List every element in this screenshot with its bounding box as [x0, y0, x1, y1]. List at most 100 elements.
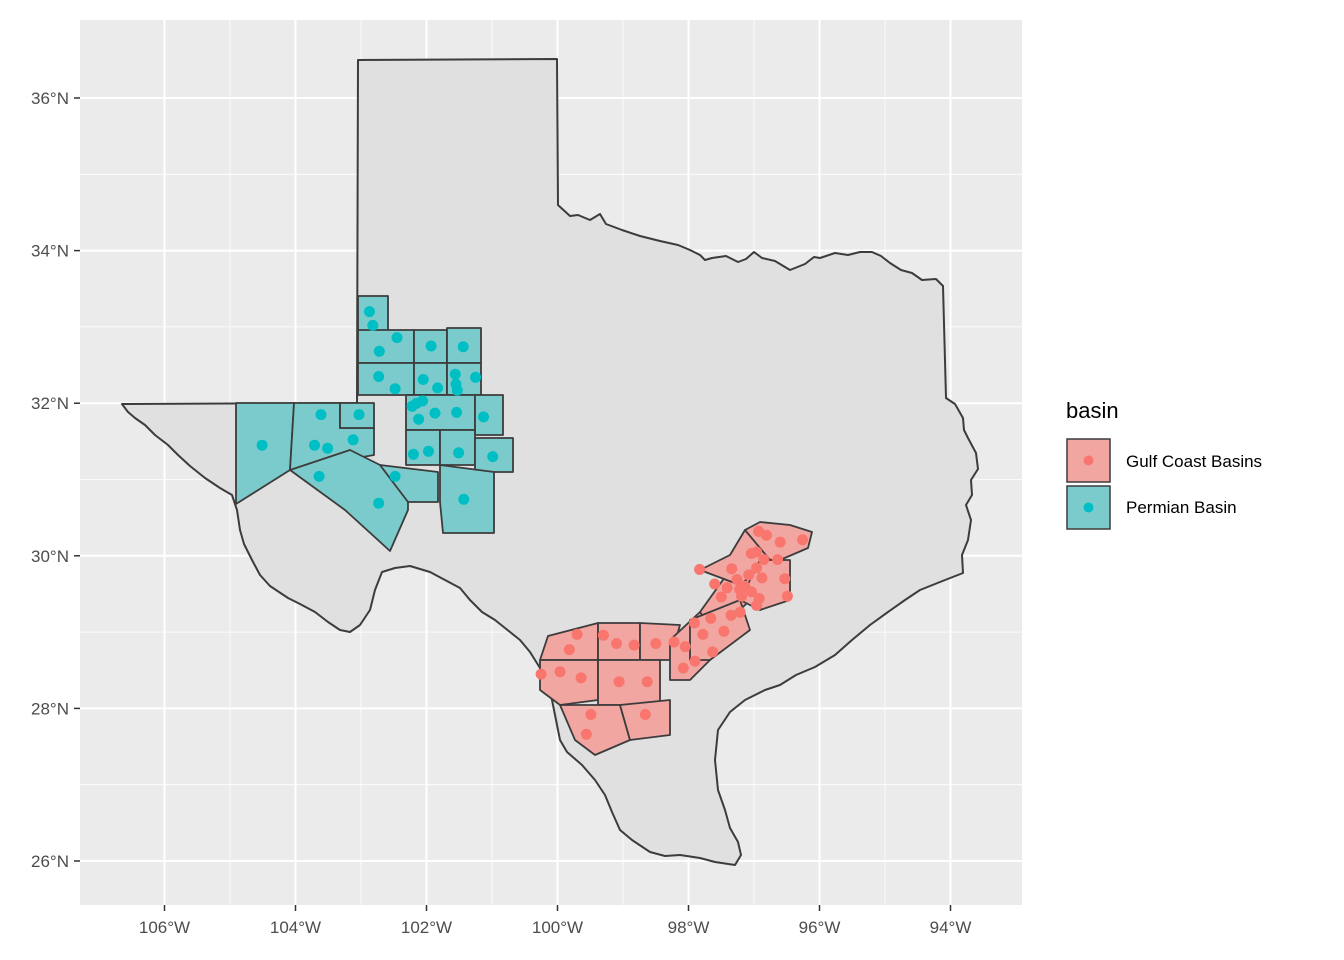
- data-point-gulf-coast: [575, 672, 587, 684]
- data-point-gulf-coast: [779, 573, 791, 585]
- data-point-gulf-coast: [753, 593, 765, 604]
- data-point-gulf-coast: [563, 644, 575, 656]
- data-point-gulf-coast: [668, 636, 680, 648]
- data-point-gulf-coast: [689, 655, 701, 667]
- data-point-permian: [315, 409, 327, 421]
- data-point-permian: [373, 371, 385, 382]
- data-point-permian: [389, 470, 401, 482]
- legend: basin Gulf Coast Basins Permian Basin: [1066, 398, 1262, 530]
- data-point-permian: [429, 407, 441, 419]
- y-tick-label: 26°N: [31, 852, 69, 871]
- data-point-gulf-coast: [613, 676, 625, 688]
- data-point-permian: [451, 406, 463, 418]
- data-point-gulf-coast: [726, 563, 738, 575]
- data-point-permian: [322, 442, 334, 454]
- data-point-permian: [417, 395, 429, 407]
- data-point-permian: [364, 306, 375, 318]
- data-point-gulf-coast: [571, 628, 583, 640]
- data-point-permian: [391, 332, 403, 344]
- data-point-permian: [417, 374, 429, 385]
- data-point-gulf-coast: [580, 728, 592, 740]
- y-tick-label: 28°N: [31, 699, 69, 718]
- data-point-permian: [453, 447, 465, 459]
- data-point-permian: [449, 368, 461, 380]
- data-point-permian: [309, 439, 320, 451]
- data-point-gulf-coast: [694, 564, 706, 575]
- axes: 106°W 104°W 102°W 100°W 98°W 96°W 94°W 26°N 28°N…: [31, 89, 971, 937]
- data-point-gulf-coast: [756, 572, 768, 584]
- data-point-gulf-coast: [688, 617, 700, 629]
- data-point-gulf-coast: [715, 591, 727, 603]
- data-point-gulf-coast: [709, 578, 721, 590]
- data-point-permian: [353, 409, 365, 421]
- state-outline: [121, 58, 979, 866]
- data-point-gulf-coast: [725, 609, 737, 621]
- data-point-permian: [432, 382, 444, 394]
- data-point-gulf-coast: [677, 662, 689, 674]
- legend-title: basin: [1066, 398, 1119, 423]
- data-point-permian: [367, 319, 379, 331]
- county-permian: [405, 429, 441, 466]
- county-permian: [357, 362, 415, 396]
- county-gulf-coast: [619, 699, 671, 741]
- data-points: [256, 306, 808, 740]
- data-point-gulf-coast: [745, 548, 757, 559]
- data-point-permian: [478, 411, 489, 423]
- data-point-permian: [451, 384, 463, 396]
- data-point-gulf-coast: [650, 638, 662, 649]
- data-point-permian: [458, 493, 470, 505]
- data-point-permian: [347, 434, 359, 446]
- legend-label-permian: Permian Basin: [1126, 498, 1237, 517]
- data-point-gulf-coast: [758, 554, 770, 566]
- x-tick-label: 102°W: [401, 918, 452, 937]
- data-point-permian: [413, 413, 425, 425]
- county-permian: [474, 394, 504, 436]
- data-point-permian: [313, 470, 325, 482]
- data-point-permian: [407, 448, 419, 460]
- legend-key-permian: Permian Basin: [1066, 485, 1237, 530]
- x-tick-label: 94°W: [930, 918, 972, 937]
- data-point-permian: [256, 439, 268, 451]
- data-point-gulf-coast: [781, 590, 793, 602]
- y-tick-label: 32°N: [31, 394, 69, 413]
- data-point-gulf-coast: [751, 562, 763, 574]
- data-point-permian: [423, 445, 434, 457]
- data-point-gulf-coast: [731, 574, 743, 585]
- data-point-gulf-coast: [697, 628, 709, 640]
- county-permian: [357, 329, 415, 364]
- data-point-permian: [425, 340, 437, 352]
- data-point-gulf-coast: [597, 629, 609, 641]
- data-point-permian: [373, 497, 385, 509]
- data-point-gulf-coast: [585, 709, 597, 720]
- x-tick-label: 98°W: [668, 918, 710, 937]
- data-point-gulf-coast: [721, 582, 733, 594]
- data-point-permian: [373, 345, 385, 357]
- legend-point-permian: [1083, 502, 1094, 513]
- data-point-gulf-coast: [641, 676, 653, 688]
- x-tick-label: 100°W: [532, 918, 583, 937]
- x-tick-label: 106°W: [139, 918, 190, 937]
- data-point-gulf-coast: [797, 534, 808, 546]
- legend-key-gulf-coast: Gulf Coast Basins: [1066, 438, 1262, 483]
- legend-label-gulf-coast: Gulf Coast Basins: [1126, 452, 1262, 471]
- data-point-gulf-coast: [743, 569, 755, 581]
- data-point-gulf-coast: [707, 646, 719, 658]
- data-point-gulf-coast: [705, 612, 717, 624]
- data-point-gulf-coast: [774, 536, 786, 548]
- data-point-gulf-coast: [628, 639, 640, 651]
- y-tick-label: 30°N: [31, 547, 69, 566]
- data-point-gulf-coast: [772, 554, 784, 566]
- data-point-permian: [389, 383, 401, 395]
- county-gulf-coast: [539, 659, 599, 706]
- data-point-gulf-coast: [760, 529, 772, 541]
- data-point-permian: [457, 341, 469, 353]
- data-point-gulf-coast: [611, 638, 622, 649]
- data-point-gulf-coast: [679, 641, 691, 653]
- data-point-permian: [470, 371, 482, 383]
- data-point-gulf-coast: [739, 580, 751, 592]
- county-gulf-coast: [559, 704, 631, 756]
- data-point-permian: [406, 400, 418, 412]
- data-point-gulf-coast: [554, 666, 566, 678]
- data-point-permian: [487, 451, 499, 463]
